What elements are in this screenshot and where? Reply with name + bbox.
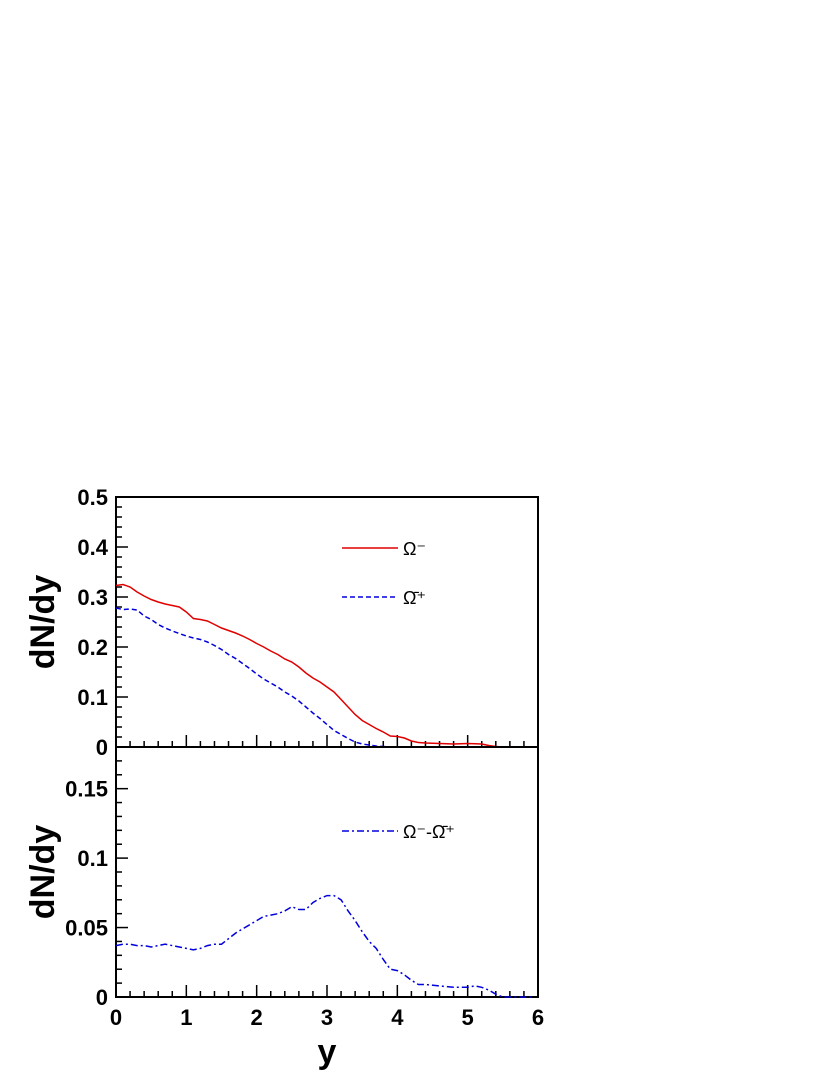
bottom-series-layer <box>115 894 531 998</box>
top-legend: Ω⁻ Ω̄⁺ <box>342 539 426 608</box>
bottom-plot-frame <box>115 746 539 998</box>
top-y-ticks: 0 0.1 0.2 0.3 0.4 0.5 <box>77 485 128 760</box>
series-line-0-1 <box>115 607 398 748</box>
y-tick-label: 0 <box>96 735 108 760</box>
y-tick-label: 0.1 <box>77 685 108 710</box>
x-tick-label: 6 <box>532 1005 544 1030</box>
bottom-panel: 0 1 2 3 4 5 6 0 0.05 0.1 0.15 dN/dy Ω⁻-Ω̄⁺ y <box>24 746 544 1071</box>
x-tick-label: 3 <box>321 1005 333 1030</box>
x-tick-label: 0 <box>110 1005 122 1030</box>
y-tick-label: 0.05 <box>65 916 108 941</box>
y-tick-label: 0.1 <box>77 846 108 871</box>
y-tick-label: 0.5 <box>77 485 108 510</box>
x-tick-label: 5 <box>462 1005 474 1030</box>
y-tick-label: 0.15 <box>65 777 108 802</box>
top-x-ticks <box>115 735 539 747</box>
bottom-y-ticks: 0 0.05 0.1 0.15 <box>65 746 128 1010</box>
bottom-legend: Ω⁻-Ω̄⁺ <box>342 822 455 842</box>
x-axis-title: y <box>318 1033 337 1071</box>
top-series-layer <box>115 583 503 748</box>
x-tick-label: 2 <box>251 1005 263 1030</box>
legend-label-anti-omega-plus: Ω̄⁺ <box>403 588 426 608</box>
x-tick-label: 4 <box>391 1005 404 1030</box>
series-line-1-0 <box>115 894 531 998</box>
series-line-0-0 <box>115 583 503 748</box>
top-panel: 0 0.1 0.2 0.3 0.4 0.5 dN/dy Ω⁻ Ω̄⁺ <box>24 485 539 760</box>
bottom-y-axis-title: dN/dy <box>24 825 62 920</box>
y-tick-label: 0.4 <box>77 535 108 560</box>
top-plot-frame <box>115 496 539 748</box>
y-tick-label: 0.2 <box>77 635 108 660</box>
y-tick-label: 0 <box>96 985 108 1010</box>
legend-label-omega-minus: Ω⁻ <box>403 539 426 559</box>
x-tick-label: 1 <box>180 1005 192 1030</box>
legend-label-net-omega: Ω⁻-Ω̄⁺ <box>403 822 455 842</box>
top-y-axis-title: dN/dy <box>24 575 62 670</box>
y-tick-label: 0.3 <box>77 585 108 610</box>
bottom-x-ticks: 0 1 2 3 4 5 6 <box>110 985 544 1030</box>
